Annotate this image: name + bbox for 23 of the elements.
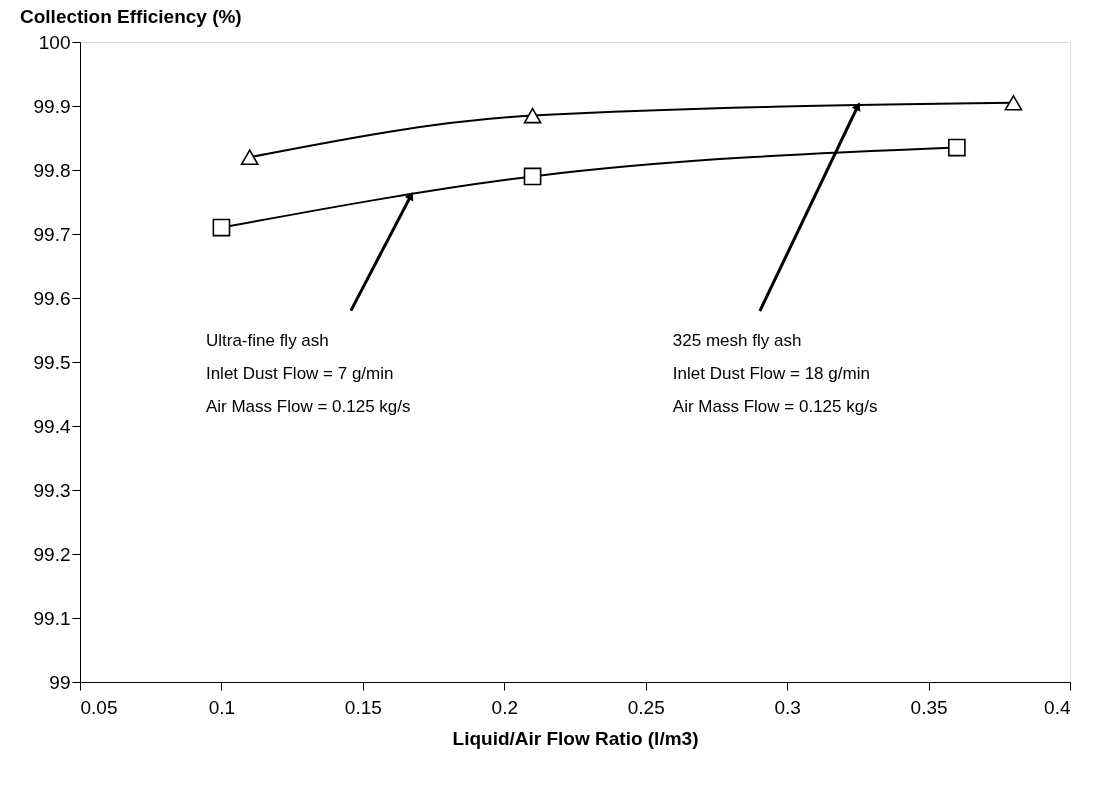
y-tick-label: 100 — [38, 31, 71, 53]
y-tick-label: 99.5 — [33, 351, 71, 373]
y-tick-label: 99.8 — [33, 159, 71, 181]
x-tick-label: 0.3 — [774, 696, 801, 718]
x-tick-label: 0.05 — [80, 696, 118, 718]
y-tick-label: 99.6 — [33, 287, 71, 309]
annotation: Ultra-fine fly ash Inlet Dust Flow = 7 g/min Air Mass Flow = 0.125 kg/s — [205, 330, 411, 416]
y-tick-label: 99.3 — [33, 479, 71, 501]
y-tick-label: 99 — [49, 671, 71, 693]
y-tick-label: 99.4 — [33, 415, 71, 437]
annotation: 325 mesh fly ash Inlet Dust Flow = 18 g/min Air Mass Flow = 0.125 kg/s — [672, 331, 878, 416]
y-tick-label: 99.9 — [33, 95, 71, 117]
x-axis-title: Liquid/Air Flow Ratio (l/m3) — [452, 727, 699, 749]
x-tick-label: 0.15 — [344, 696, 382, 718]
y-tick-label: 99.7 — [33, 223, 71, 245]
x-tick-label: 0.25 — [627, 696, 665, 718]
x-tick-label: 0.4 — [1044, 696, 1071, 718]
x-tick-label: 0.2 — [491, 696, 518, 718]
y-tick-label: 99.1 — [33, 607, 71, 629]
x-tick-label: 0.35 — [910, 696, 948, 718]
y-axis-title: Collection Efficiency (%) — [20, 6, 242, 27]
x-tick-label: 0.1 — [208, 696, 236, 718]
y-tick-label: 99.2 — [33, 543, 71, 565]
